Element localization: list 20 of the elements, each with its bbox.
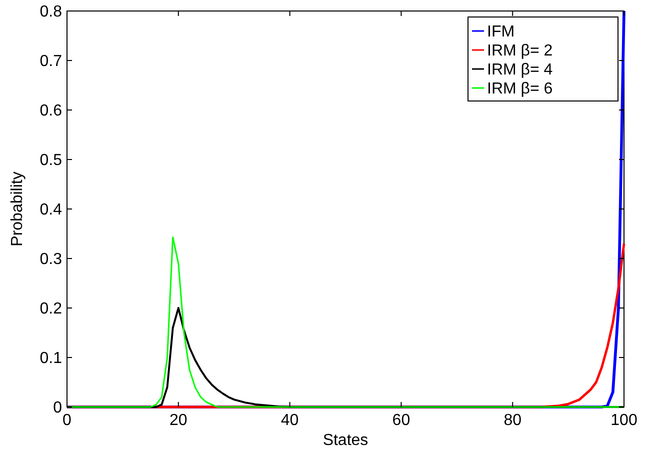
legend-label: IRM β= 6 (487, 80, 553, 98)
x-axis-title: States (322, 432, 368, 449)
y-tick-label: 0.3 (40, 251, 62, 268)
x-tick-label: 80 (504, 412, 522, 429)
y-tick-label: 0.2 (40, 300, 62, 318)
legend-label: IFM (487, 24, 515, 41)
y-tick-label: 0.8 (40, 4, 62, 21)
y-tick-label: 0.1 (40, 350, 62, 368)
x-tick-label: 20 (170, 412, 188, 429)
y-tick-label: 0 (53, 400, 62, 417)
y-tick-label: 0.4 (40, 202, 62, 219)
x-tick-label: 100 (610, 412, 638, 429)
y-axis-title: Probability (9, 172, 26, 246)
legend-label: IRM β= 2 (487, 42, 553, 60)
x-tick-label: 60 (392, 412, 410, 429)
legend-label: IRM β= 4 (487, 62, 553, 79)
y-tick-label: 0.7 (40, 53, 62, 70)
y-tick-label: 0.5 (40, 152, 62, 170)
x-tick-label: 40 (280, 412, 299, 429)
y-tick-label: 0.6 (40, 102, 62, 120)
